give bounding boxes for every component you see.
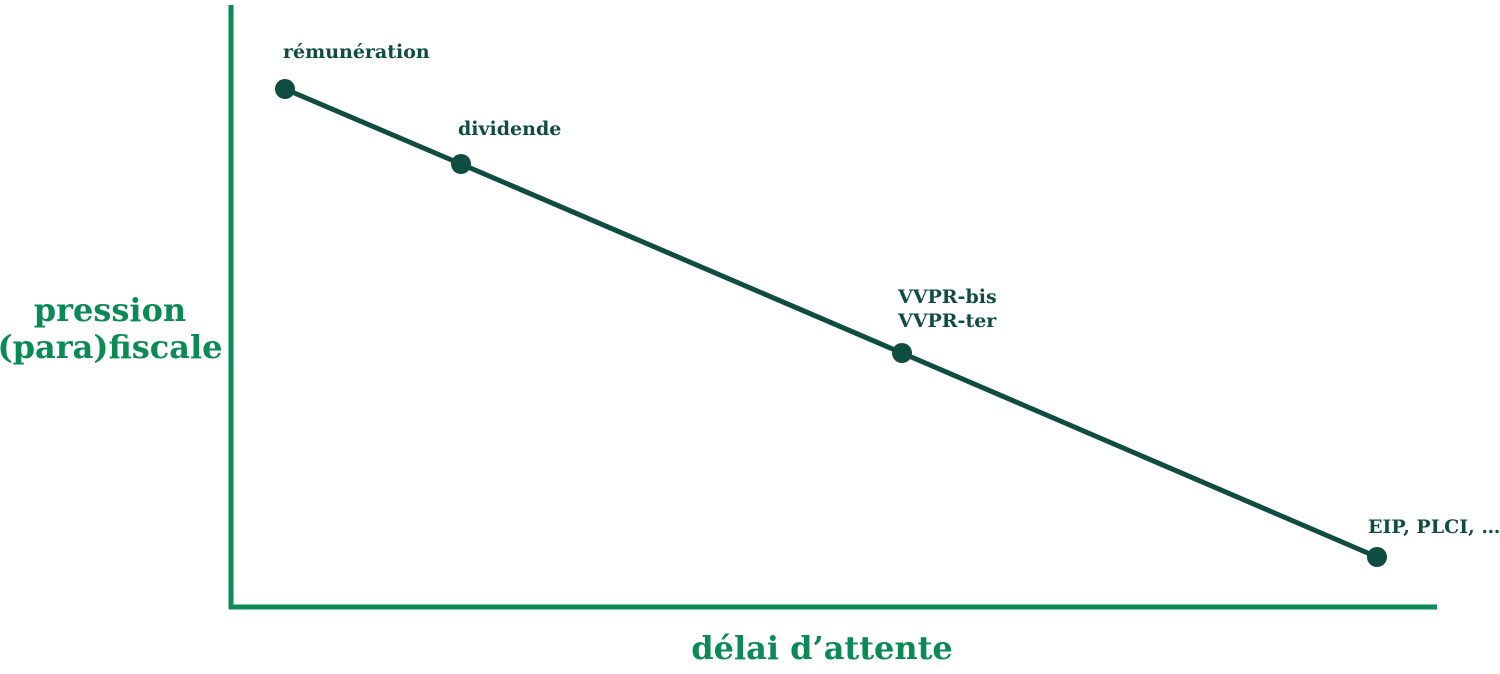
x-axis-label: délai d’attente xyxy=(691,629,953,667)
point-label: dividende xyxy=(458,118,561,140)
point-label: EIP, PLCI, … xyxy=(1368,516,1500,538)
y-axis-label-line-2: (para)fiscale xyxy=(0,328,223,366)
point-label: VVPR-bis xyxy=(897,286,997,308)
point-label: VVPR-ter xyxy=(897,310,997,332)
point-marker xyxy=(892,343,912,363)
trend-line xyxy=(284,86,1378,560)
point-label: rémunération xyxy=(283,41,430,63)
point-marker xyxy=(1367,547,1387,567)
point-marker xyxy=(275,79,295,99)
point-marker xyxy=(451,154,471,174)
y-axis-label-line-1: pression xyxy=(34,291,186,329)
